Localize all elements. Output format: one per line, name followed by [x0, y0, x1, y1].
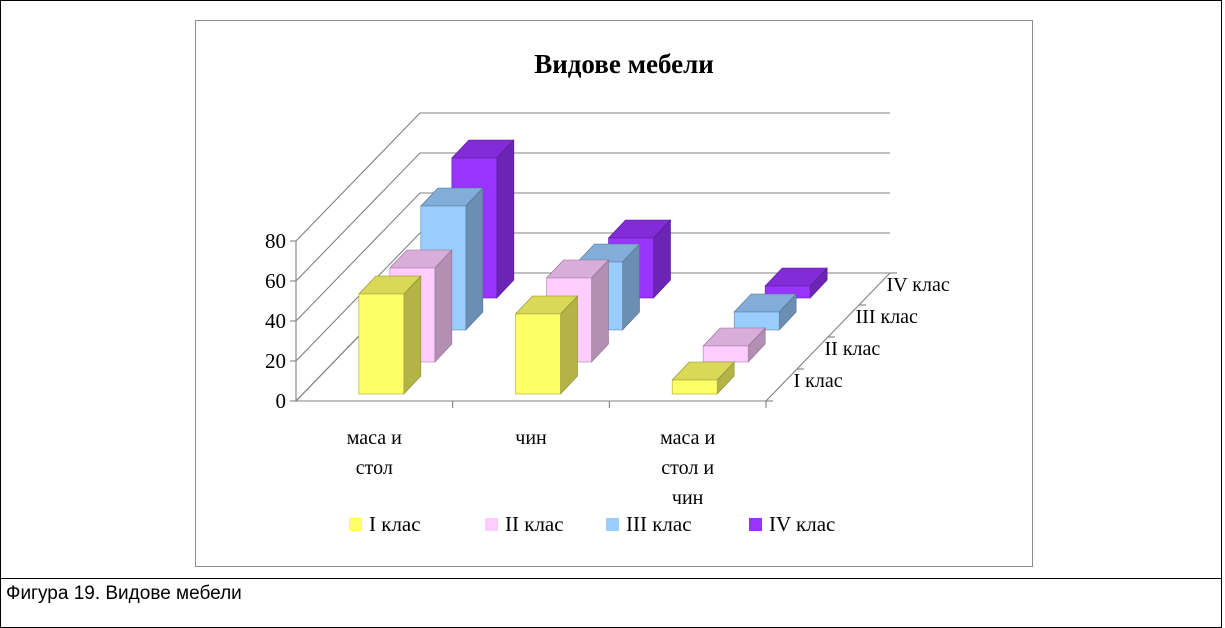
y-tick-label: 60	[265, 269, 286, 293]
gridline	[295, 192, 890, 322]
legend-swatch	[749, 518, 762, 531]
chart-labels: 0 20 40 60 80 I клас II клас III клас IV клас мас…	[265, 229, 950, 509]
legend-swatch	[349, 518, 362, 531]
bar-side-face	[434, 249, 453, 363]
bar-II-клас	[545, 259, 610, 363]
y-tick-label: 80	[265, 229, 286, 253]
y-tick-label: 40	[265, 309, 286, 333]
figure-caption: Фигура 19. Видове мебели	[6, 583, 242, 604]
bar-front-face	[733, 311, 780, 331]
bar-side-face	[403, 275, 422, 395]
x-category-label: чин	[672, 487, 704, 509]
gridline	[295, 152, 890, 282]
depth-axis-label: II клас	[825, 338, 881, 360]
bar-III-клас	[733, 293, 797, 331]
legend-swatch	[606, 518, 619, 531]
x-category-label: чин	[515, 427, 547, 449]
legend-swatch	[485, 518, 498, 531]
depth-axis-label: IV клас	[887, 274, 950, 296]
legend-label: III клас	[626, 512, 692, 536]
chart-svg: 0 20 40 60 80 I клас II клас III клас IV клас мас…	[265, 49, 950, 536]
legend-label: I клас	[369, 512, 421, 536]
bar-front-face	[358, 293, 405, 395]
y-tick-label: 20	[265, 349, 286, 373]
bar-I-клас	[514, 295, 579, 395]
bar-front-face	[515, 313, 561, 395]
bar-side-face	[465, 187, 484, 331]
caption-divider	[0, 578, 1222, 579]
chart-legend: I клас II клас III клас IV клас	[349, 512, 835, 536]
bar-I-клас	[358, 275, 422, 395]
chart-title: Видове мебели	[534, 49, 714, 79]
bar-I-клас	[671, 361, 735, 395]
depth-axis-label: I клас	[794, 370, 843, 392]
bar-front-face	[702, 345, 749, 363]
bar-II-клас	[702, 327, 766, 363]
legend-label: IV клас	[769, 512, 835, 536]
x-category-label: маса и	[660, 427, 715, 449]
y-tick-label: 0	[276, 389, 287, 413]
bar-front-face	[671, 379, 718, 395]
x-category-label: маса и	[347, 427, 402, 449]
bar-side-face	[496, 139, 515, 299]
bar-IV-клас	[451, 139, 515, 299]
gridline	[295, 232, 890, 362]
x-category-label: стол и	[661, 457, 714, 479]
legend-label: II клас	[505, 512, 564, 536]
chart-axes	[290, 240, 897, 408]
chart-area: 0 20 40 60 80 I клас II клас III клас IV клас мас…	[195, 20, 1033, 567]
x-category-label: стол	[356, 457, 393, 479]
gridline	[295, 112, 890, 242]
chart-bars	[358, 139, 828, 395]
depth-axis-label: III клас	[856, 306, 919, 328]
